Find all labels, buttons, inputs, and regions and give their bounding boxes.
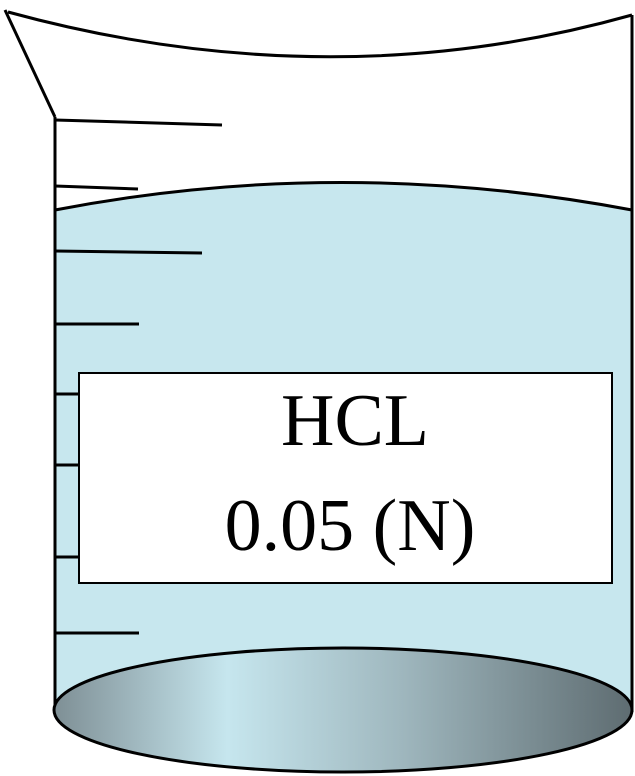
graduation-mark (54, 118, 223, 127)
liquid-surface (54, 181, 633, 212)
graduation-mark (54, 249, 203, 255)
label-chemical-name: HCL (281, 380, 429, 462)
beaker-base (52, 646, 634, 774)
label-box (78, 372, 613, 584)
beaker-spout (3, 9, 57, 118)
graduation-mark (54, 184, 139, 191)
label-concentration: 0.05 (N) (225, 485, 476, 567)
beaker-rim (7, 10, 633, 59)
